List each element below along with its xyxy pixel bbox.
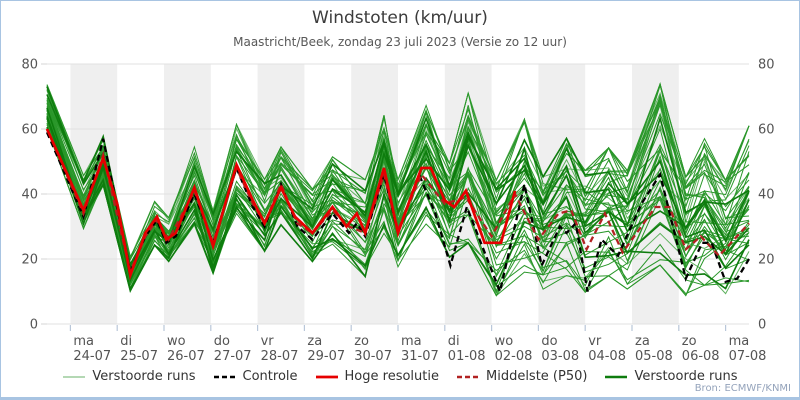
x-tick-weekday: ma: [729, 334, 750, 349]
legend-item-verstoorde-runs-bold: Verstoorde runs: [604, 369, 738, 384]
x-tick-weekday: za: [307, 334, 322, 349]
legend-swatch-p50-icon: [456, 375, 479, 378]
x-tick-weekday: do: [541, 334, 557, 349]
x-axis-labels: ma24-07di25-07wo26-07do27-07vr28-07za29-…: [69, 325, 767, 364]
x-tick-weekday: vr: [588, 334, 602, 349]
legend-swatch-control-icon: [213, 375, 236, 378]
legend-label: Verstoorde runs: [92, 369, 196, 384]
x-tick-weekday: wo: [167, 334, 186, 349]
x-tick-date: 29-07: [307, 349, 345, 364]
ensemble-member-line-bold: [46, 107, 750, 294]
x-tick-weekday: di: [120, 334, 132, 349]
x-tick-date: 02-08: [495, 349, 533, 364]
legend-swatch-ensemble-bold-icon: [605, 375, 628, 378]
x-tick-weekday: zo: [682, 334, 697, 349]
x-tick-date: 30-07: [354, 349, 392, 364]
legend-label: Verstoorde runs: [634, 369, 738, 384]
y-tick-label-left: 40: [21, 188, 38, 203]
legend-item-verstoorde-runs-thin: Verstoorde runs: [62, 369, 196, 384]
x-tick-date: 27-07: [214, 349, 252, 364]
x-tick-date: 03-08: [541, 349, 579, 364]
x-tick-date: 31-07: [401, 349, 439, 364]
legend-item-hoge-resolutie: Hoge resolutie: [315, 369, 439, 384]
legend-swatch-hires-icon: [315, 375, 338, 378]
high-resolution-line: [45, 128, 517, 281]
ensemble-member-line: [46, 82, 750, 271]
legend-label: Middelste (P50): [485, 369, 588, 384]
x-tick-date: 07-08: [729, 349, 767, 364]
x-tick-date: 01-08: [448, 349, 486, 364]
ensemble-member-line: [46, 95, 750, 276]
x-tick-weekday: ma: [73, 334, 94, 349]
x-tick-weekday: ma: [401, 334, 422, 349]
legend: Verstoorde runs Controle Hoge resolutie …: [1, 369, 799, 384]
x-tick-weekday: za: [635, 334, 650, 349]
y-tick-label-left: 80: [21, 58, 38, 73]
y-tick-label-left: 20: [21, 253, 38, 268]
ensemble-member-line-bold: [46, 117, 750, 276]
gridlines: [41, 63, 749, 325]
x-tick-weekday: wo: [495, 334, 514, 349]
x-tick-date: 25-07: [120, 349, 158, 364]
y-tick-label-right: 60: [758, 123, 775, 138]
legend-label: Hoge resolutie: [344, 369, 439, 384]
x-tick-weekday: vr: [261, 334, 275, 349]
x-tick-weekday: di: [448, 334, 460, 349]
x-tick-weekday: do: [214, 334, 230, 349]
x-tick-date: 26-07: [167, 349, 205, 364]
x-tick-date: 05-08: [635, 349, 673, 364]
x-tick-date: 04-08: [588, 349, 626, 364]
legend-item-middelste-p50: Middelste (P50): [456, 369, 587, 384]
y-tick-label-left: 0: [30, 318, 38, 333]
y-axis-labels: 0 0 20 20 40 40 60 60 80 80: [21, 58, 774, 333]
x-tick-date: 24-07: [73, 349, 111, 364]
legend-label: Controle: [242, 369, 298, 384]
chart-subtitle: Maastricht/Beek, zondag 23 juli 2023 (Ve…: [233, 35, 567, 49]
p50-median-line: [45, 128, 750, 276]
y-tick-label-right: 80: [758, 58, 775, 73]
x-tick-date: 06-08: [682, 349, 720, 364]
chart-title: Windstoten (km/uur): [312, 8, 488, 28]
y-tick-label-left: 60: [21, 123, 38, 138]
x-tick-weekday: zo: [354, 334, 369, 349]
legend-item-controle: Controle: [213, 369, 298, 384]
y-tick-label-right: 40: [758, 188, 775, 203]
x-tick-date: 28-07: [261, 349, 299, 364]
y-tick-label-right: 20: [758, 253, 775, 268]
legend-swatch-ensemble-icon: [63, 375, 86, 378]
control-line: [45, 131, 750, 296]
source-credit: Bron: ECMWF/KNMI: [694, 383, 791, 394]
y-tick-label-right: 0: [758, 318, 766, 333]
